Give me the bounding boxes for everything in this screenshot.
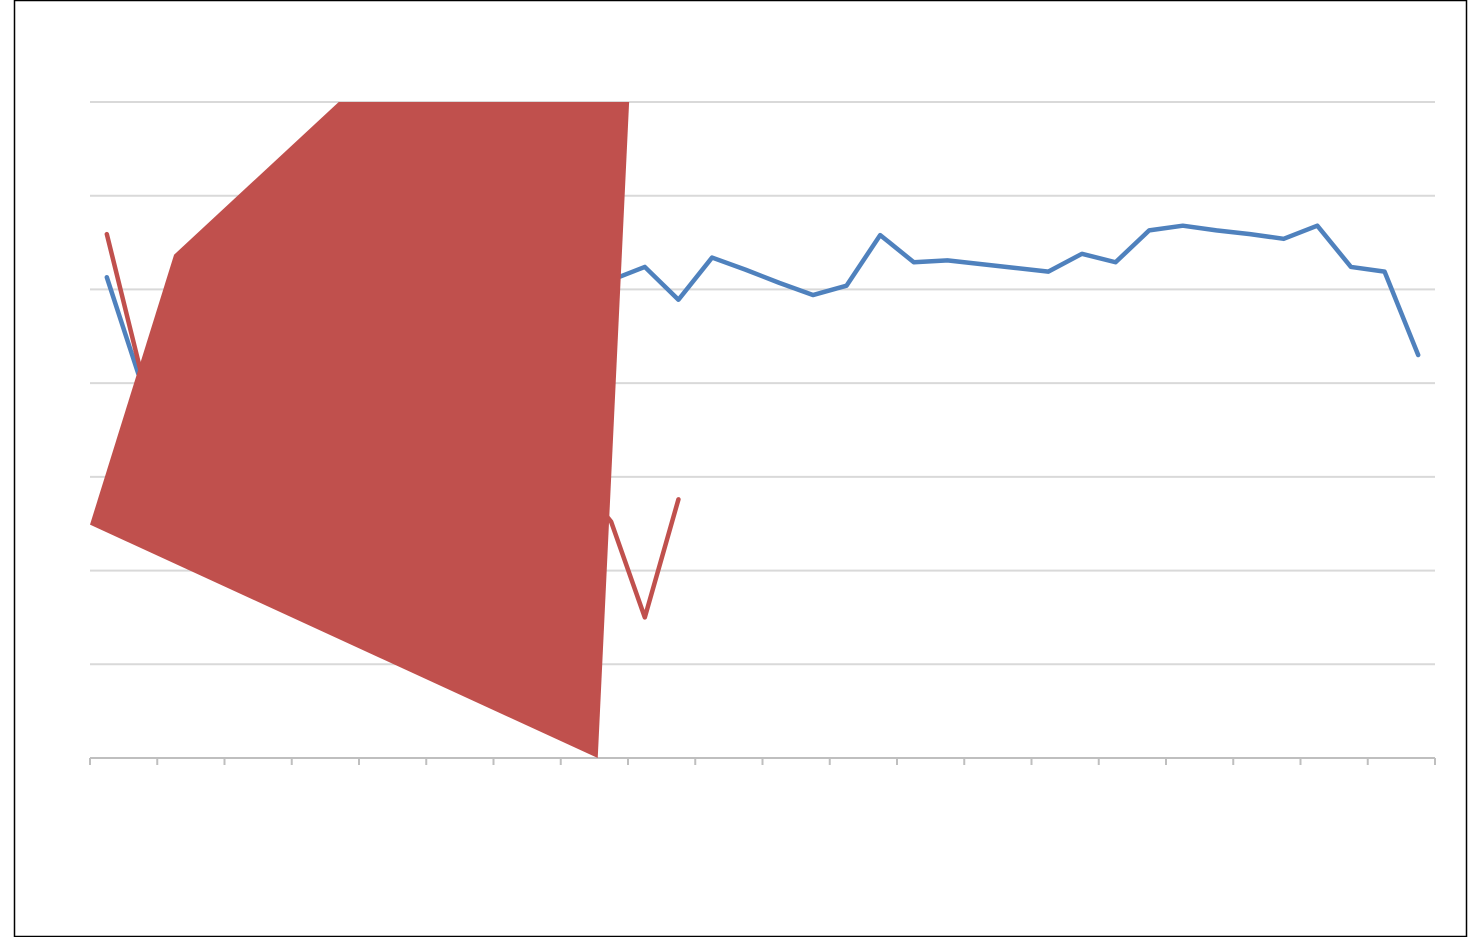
area — [90, 102, 630, 758]
plot-area — [90, 102, 1421, 758]
